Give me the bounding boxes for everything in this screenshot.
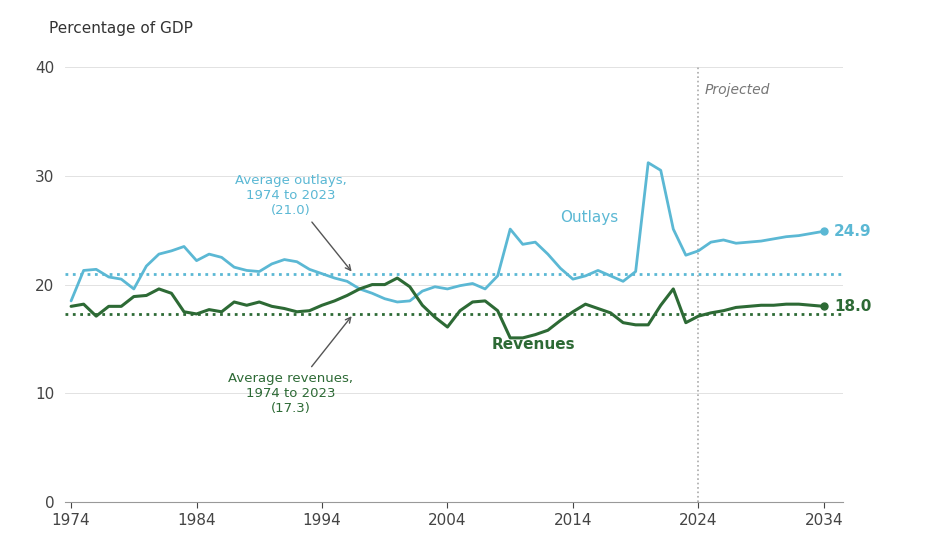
Text: 24.9: 24.9 [834,224,871,239]
Text: Revenues: Revenues [492,337,575,352]
Text: Average outlays,
1974 to 2023
(21.0): Average outlays, 1974 to 2023 (21.0) [235,174,351,270]
Text: Average revenues,
1974 to 2023
(17.3): Average revenues, 1974 to 2023 (17.3) [228,318,353,415]
Text: Projected: Projected [705,83,770,97]
Text: 18.0: 18.0 [834,299,871,314]
Text: Outlays: Outlays [560,210,619,225]
Text: Percentage of GDP: Percentage of GDP [49,22,194,36]
